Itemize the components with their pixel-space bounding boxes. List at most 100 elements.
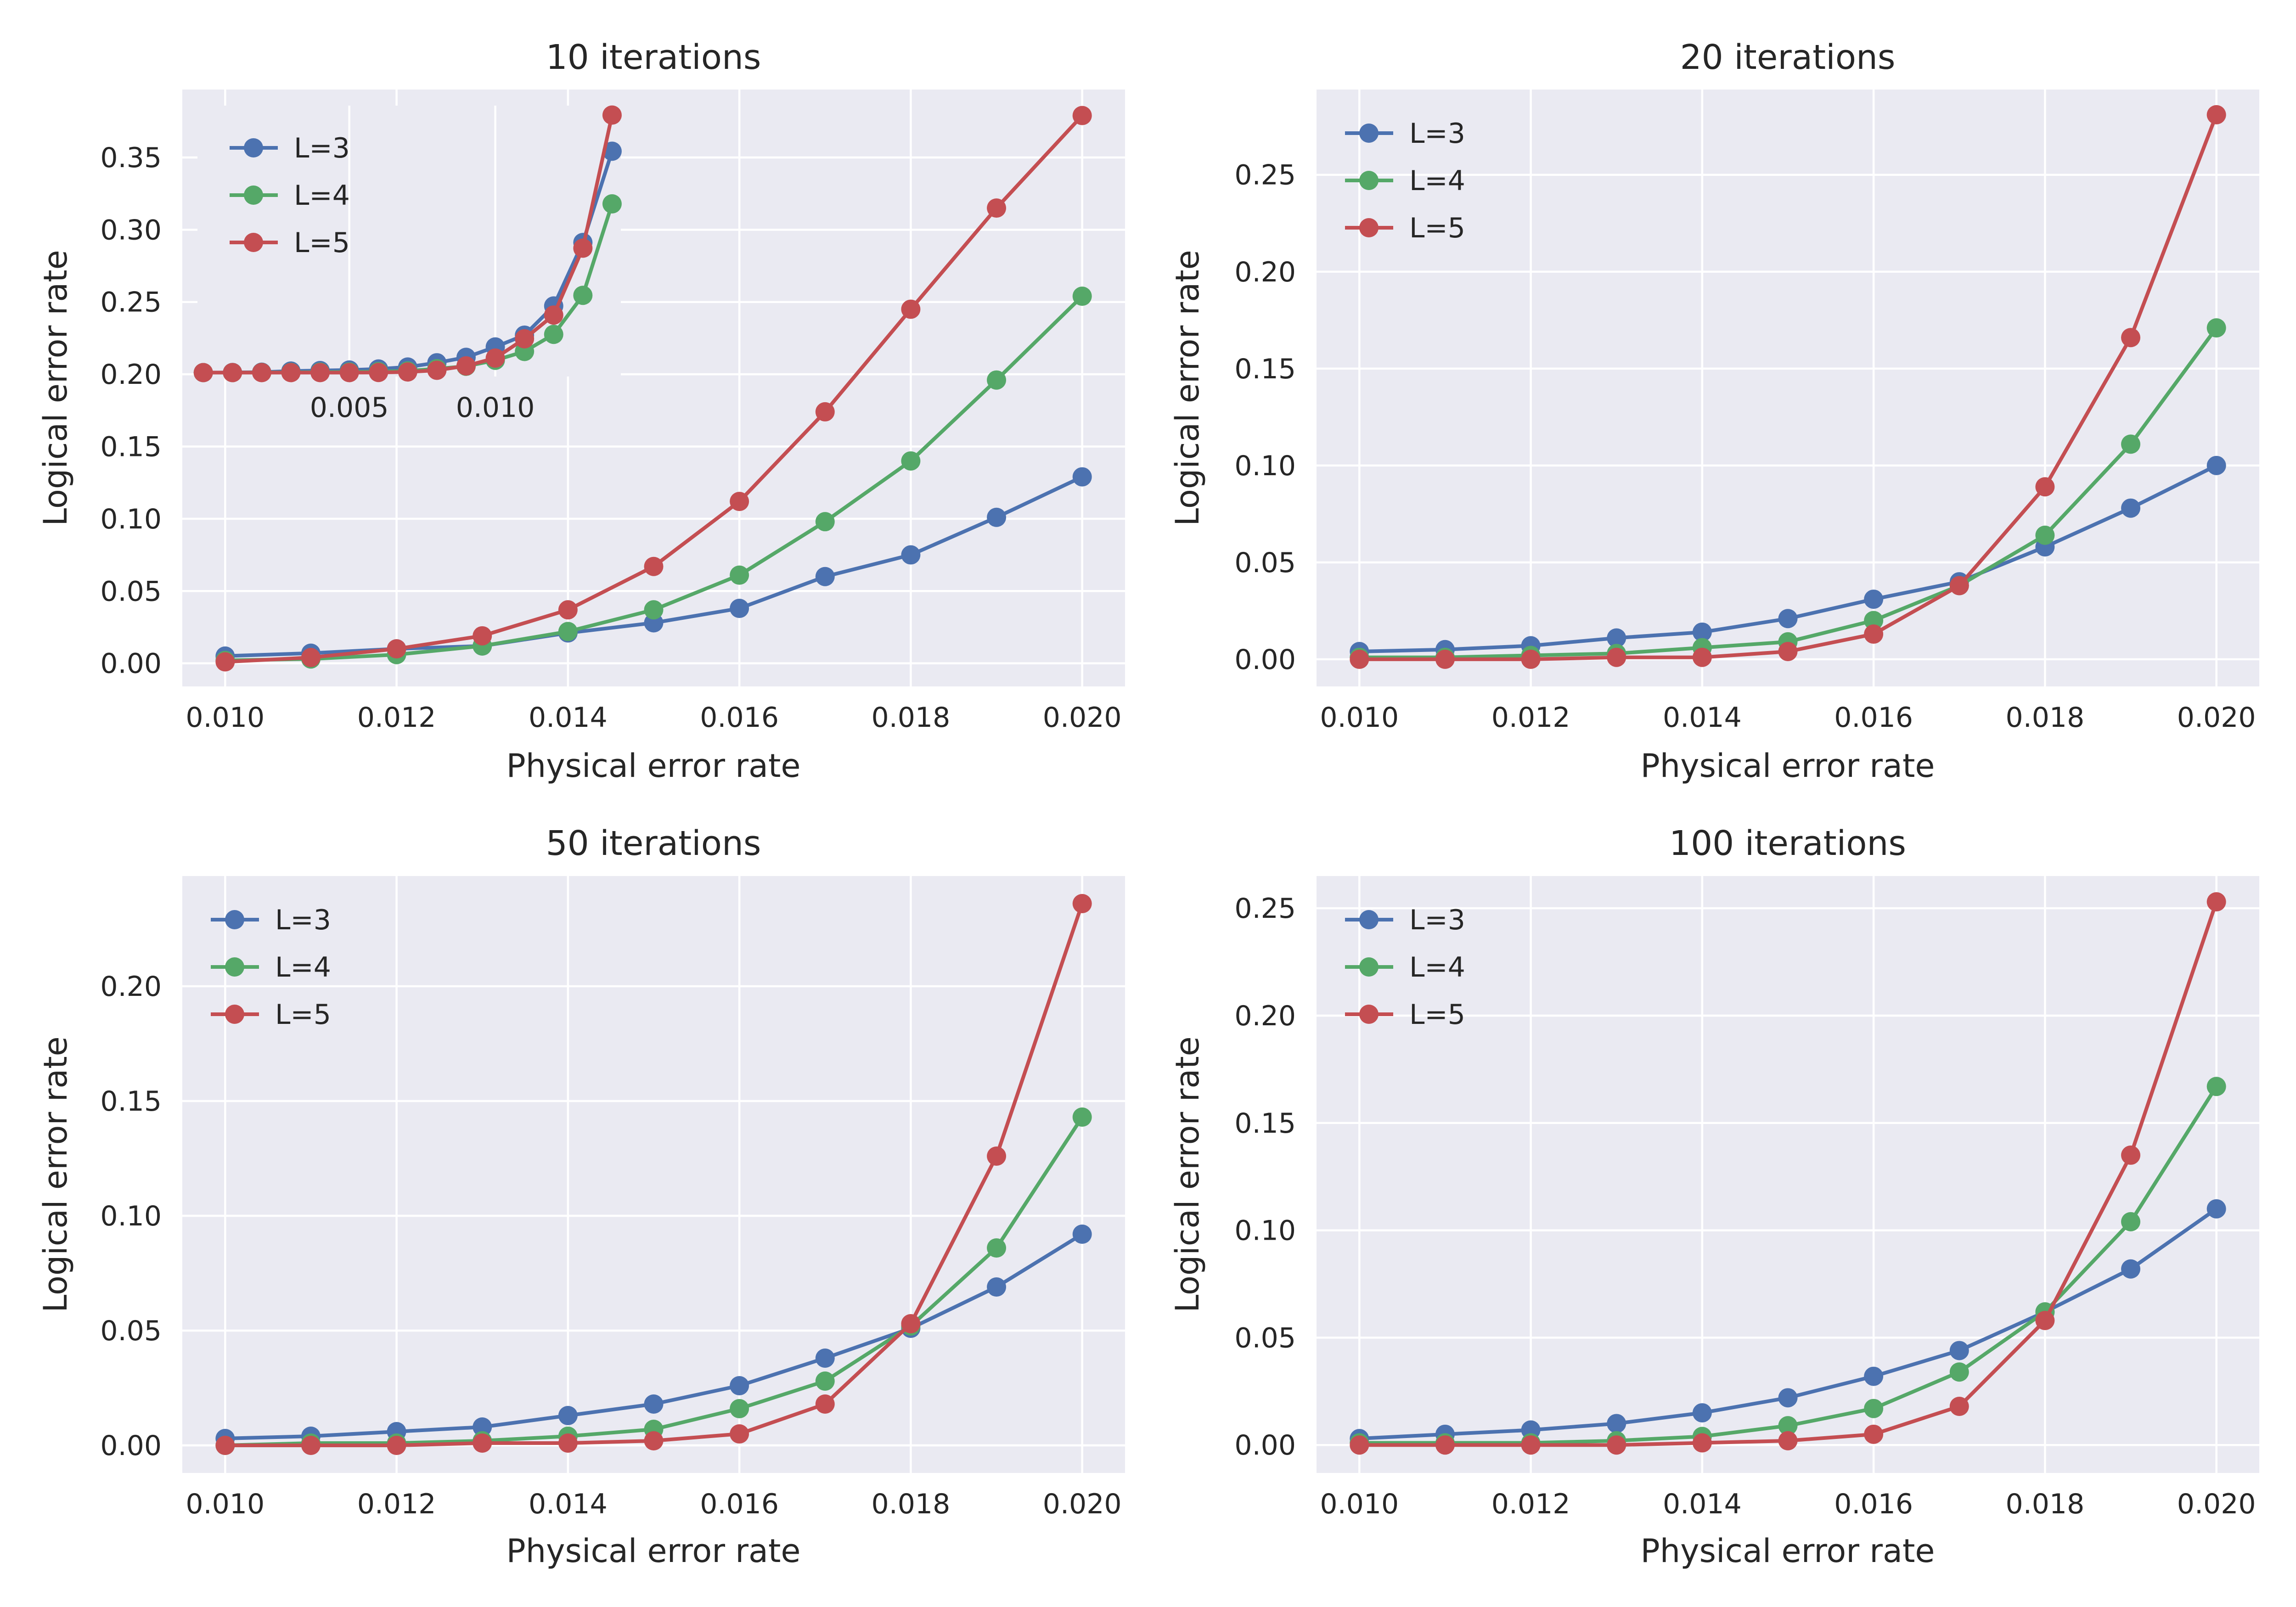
panel-2-series-l5-point-4 [1692,647,1712,667]
panel-4-series-l4-point-5 [1778,1416,1798,1436]
panel-1-series-l4-point-10 [1072,287,1092,306]
panel-4-y-tick-label-0: 0.00 [1234,1429,1296,1461]
panel-1-inset-series-l5-point-3 [281,363,301,382]
panel-1-legend-l3-label: L=3 [294,132,350,164]
panel-2-x-tick-label-0: 0.010 [1320,702,1399,734]
panel-2-series-l3-point-5 [1778,609,1798,629]
panel-1-x-tick-label-0: 0.010 [186,702,264,734]
panel-3-x-tick-label-0: 0.010 [186,1488,264,1520]
panel-2-series-l5-point-1 [1435,649,1455,669]
panel-2-series-l5-point-5 [1778,642,1798,662]
panel-1-x-tick-label-3: 0.016 [700,702,779,734]
panel-3-x-tick-label-4: 0.018 [872,1488,951,1520]
panel-2-y-tick-label-5: 0.25 [1234,159,1296,191]
panel-2-series-l3-point-9 [2121,498,2141,518]
panel-1-inset-series-l5-point-5 [339,363,359,382]
panel-10-iterations: 0.010 0.012 0.014 0.016 0.018 0.020 0.000.050… [37,38,1125,785]
panel-3-legend-l3-label: L=3 [275,904,331,936]
panel-2-legend: L=3 L=4 L=5 [1345,118,1465,244]
panel-4-series-l3-point-9 [2121,1259,2141,1279]
panel-1-series-l4-point-4 [558,622,578,641]
panel-1-series-l5-point-4 [558,600,578,620]
panel-2-y-tick-label-3: 0.15 [1234,353,1296,385]
panel-3-series-l4-point-9 [987,1238,1007,1258]
panel-4-y-tick-label-4: 0.20 [1234,1000,1296,1032]
panel-3-y-tick-label-4: 0.20 [100,971,162,1003]
panel-2-series-l4-point-9 [2121,434,2141,454]
panel-3-series [215,894,1092,1455]
panel-1-series [215,106,1092,672]
panel-2-series-l3-point-4 [1692,622,1712,642]
panel-3-series-l3-point-7 [815,1349,835,1368]
panel-1-legend-l4-marker [244,185,263,205]
panel-4-legend: L=3 L=4 L=5 [1345,904,1465,1031]
panel-1-inset-series-l5-point-1 [223,363,242,382]
panel-2-x-tick-label-4: 0.018 [2006,702,2085,734]
panel-1-series-l3-point-7 [815,567,835,586]
panel-4-legend-l4-marker [1359,957,1379,977]
panel-4-y-tick-label-3: 0.15 [1234,1107,1296,1140]
panel-4-title: 100 iterations [1669,824,1906,863]
panel-1-series-l4-point-5 [644,600,664,620]
panel-2-series-l5-point-2 [1521,649,1541,669]
panel-3-x-tick-label-1: 0.012 [357,1488,436,1520]
panel-1-series-l5-point-6 [730,492,749,511]
panel-1-inset-grid [348,106,496,376]
panel-3-y-ticks: 0.00 0.05 0.10 0.15 0.20 [100,971,162,1462]
panel-4-series-l3-point-4 [1692,1403,1712,1423]
panel-4-series-l4-point-9 [2121,1212,2141,1231]
panel-4-legend-l5-marker [1359,1005,1379,1024]
panel-1-x-tick-label-2: 0.014 [529,702,608,734]
panel-4-series-l4-point-6 [1864,1399,1884,1418]
panel-4-x-axis-label: Physical error rate [1641,1532,1935,1570]
panel-1-inset-x-ticks: 0.005 0.010 [310,392,535,424]
panel-1-x-axis-label: Physical error rate [506,747,801,785]
panel-1-series-l5-point-10 [1072,106,1092,125]
panel-3-legend-l5-label: L=5 [275,999,331,1031]
panel-2-x-tick-label-1: 0.012 [1491,702,1570,734]
panel-4-y-tick-label-5: 0.25 [1234,893,1296,925]
panel-3-series-l3-point-9 [987,1277,1007,1297]
panel-2-legend-l3-marker [1359,124,1379,143]
panel-2-x-tick-label-3: 0.016 [1834,702,1913,734]
panel-1-legend-l3-marker [244,138,263,157]
panel-3-x-tick-label-3: 0.016 [700,1488,779,1520]
panel-2-x-ticks: 0.010 0.012 0.014 0.016 0.018 0.020 [1320,702,2256,734]
panel-1-inset-series-l5-point-10 [485,348,505,368]
panel-1-series-l3-point-8 [901,545,921,565]
panel-1-y-tick-label-3: 0.15 [100,431,162,463]
panel-1-x-ticks: 0.010 0.012 0.014 0.016 0.018 0.020 [186,702,1121,734]
panel-1-y-tick-label-6: 0.30 [100,214,162,246]
panel-2-y-tick-label-1: 0.05 [1234,547,1296,579]
panel-1-inset-series-l4-point-13 [573,286,593,305]
panel-4-series-l4-point-10 [2206,1077,2226,1096]
panel-1-inset-series-l3-point-14 [602,141,622,161]
panel-2-series-l4-point-8 [2035,525,2055,545]
panel-1-series-l4-point-9 [987,370,1007,390]
panel-20-iterations: 0.010 0.012 0.014 0.016 0.018 0.020 0.000.050… [1169,38,2259,785]
panel-3-series-l4-point-10 [1072,1107,1092,1127]
panel-4-legend-l3-marker [1359,910,1379,929]
panel-1-inset-series-l5-point-0 [193,363,213,382]
panel-1-series-l5-point-1 [301,648,321,668]
panel-4-y-tick-label-1: 0.05 [1234,1322,1296,1354]
panel-2-y-tick-label-0: 0.00 [1234,644,1296,676]
panel-2-series-l5-point-9 [2121,328,2141,348]
panel-1-inset-series-l4-point-12 [544,325,563,344]
panel-3-series-l5-point-4 [558,1433,578,1453]
panel-1-inset-x-tick-label-1: 0.010 [456,392,535,424]
panel-4-series-l5-point-2 [1521,1435,1541,1455]
panel-4-x-tick-label-5: 0.020 [2177,1488,2256,1520]
panel-2-x-tick-label-2: 0.014 [1663,702,1742,734]
panel-3-legend-l5-marker [225,1005,244,1024]
panel-1-legend-l5-label: L=5 [294,227,350,259]
panel-4-grid [1317,876,2259,1473]
panel-2-series-l5-point-3 [1607,647,1626,667]
panel-4-series-l5-point-1 [1435,1435,1455,1455]
panel-3-x-axis-label: Physical error rate [506,1532,801,1570]
panel-4-series-l3-point-6 [1864,1366,1884,1386]
panel-4-x-tick-label-0: 0.010 [1320,1488,1399,1520]
panel-1-series-l5-point-9 [987,198,1007,218]
panel-3-title: 50 iterations [546,824,761,863]
panel-3-series-l5-point-1 [301,1436,321,1455]
